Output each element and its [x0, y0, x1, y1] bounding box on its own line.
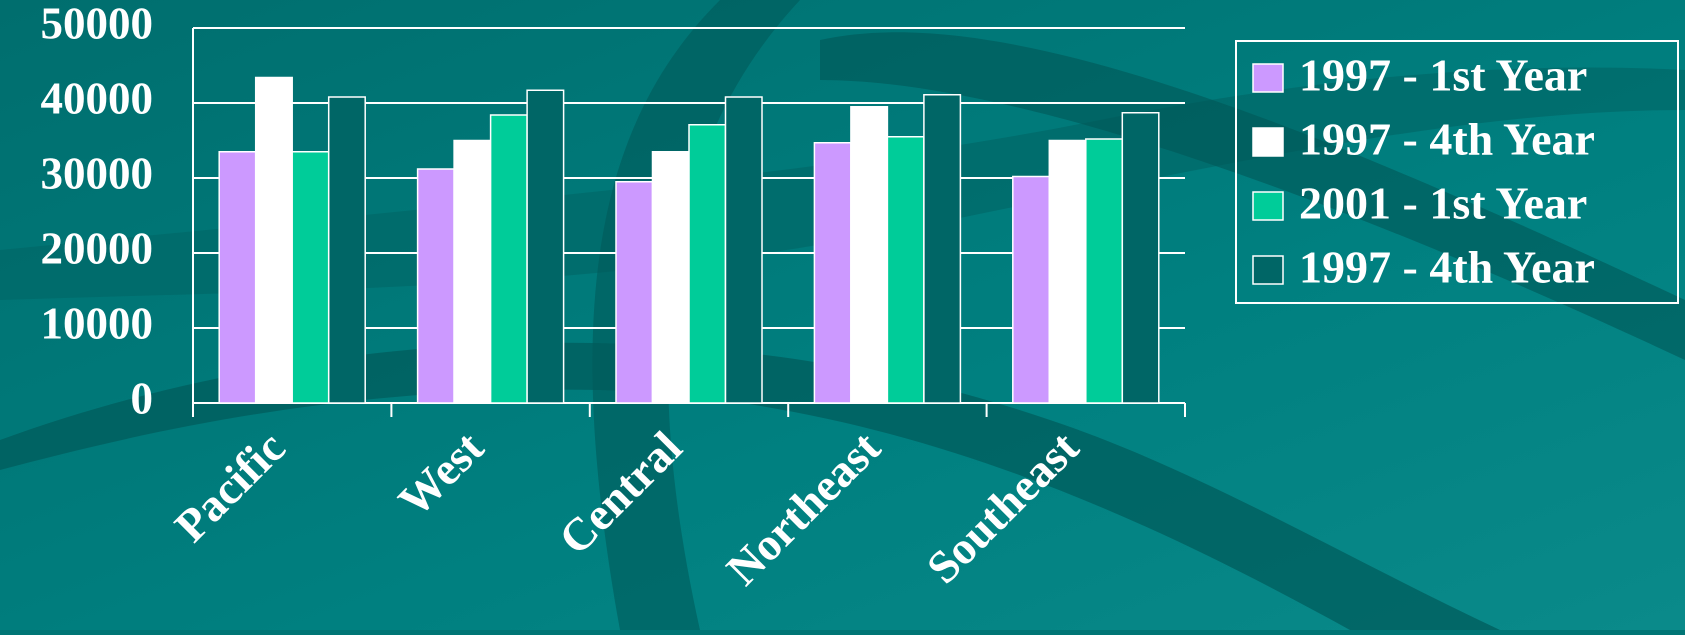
y-tick-label: 20000 — [41, 223, 154, 273]
bar — [1012, 175, 1051, 404]
bar — [850, 106, 889, 404]
bar — [688, 124, 727, 404]
bar — [526, 89, 565, 404]
bar — [1085, 138, 1124, 404]
legend-swatch — [1252, 191, 1284, 221]
legend-swatch — [1252, 255, 1284, 285]
legend-label: 2001 - 1st Year — [1299, 178, 1587, 229]
y-tick-label: 50000 — [41, 0, 154, 48]
bar — [416, 168, 455, 404]
bar — [218, 151, 257, 404]
legend-label: 1997 - 4th Year — [1299, 242, 1595, 293]
bar — [651, 151, 690, 404]
bar — [724, 96, 763, 404]
bar — [254, 76, 293, 404]
legend-swatch — [1252, 127, 1284, 157]
bar — [886, 136, 925, 404]
legend-label: 1997 - 4th Year — [1299, 114, 1595, 165]
legend-label: 1997 - 1st Year — [1299, 50, 1587, 101]
bar — [453, 139, 492, 404]
bar — [813, 142, 852, 404]
bar — [291, 151, 330, 404]
bar — [923, 94, 962, 404]
bar — [489, 114, 528, 404]
y-tick-label: 40000 — [41, 73, 154, 123]
y-tick-label: 30000 — [41, 148, 154, 198]
bar — [327, 96, 366, 404]
bar — [1121, 112, 1160, 404]
legend-frame — [1235, 40, 1679, 304]
bar — [615, 181, 654, 404]
y-tick-label: 0 — [131, 373, 154, 423]
legend: 1997 - 1st Year 1997 - 4th Year 2001 - 1st… — [1235, 40, 1679, 304]
y-tick-label: 10000 — [41, 298, 154, 348]
legend-swatch — [1252, 63, 1284, 93]
bar — [1048, 139, 1087, 404]
